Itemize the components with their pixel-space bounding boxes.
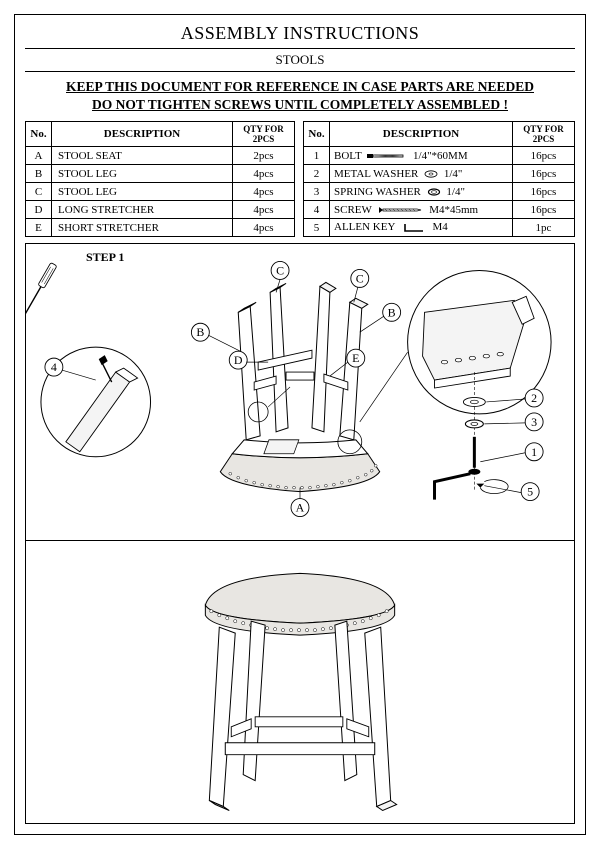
svg-text:A: A: [296, 501, 305, 515]
cell-qty: 4pcs: [233, 201, 295, 219]
hw-spec: 1/4"*60MM: [413, 150, 468, 162]
cell-desc: STOOL LEG: [52, 183, 233, 201]
spring-washer-icon: [427, 187, 441, 197]
col-desc: DESCRIPTION: [52, 122, 233, 147]
bolt-icon: [367, 152, 407, 160]
cell-desc: STOOL LEG: [52, 165, 233, 183]
cell-qty: 16pcs: [513, 147, 575, 165]
cell-desc: SPRING WASHER 1/4": [330, 183, 513, 201]
hw-name: ALLEN KEY: [334, 221, 395, 233]
svg-text:3: 3: [531, 415, 537, 429]
cell-no: E: [26, 219, 52, 237]
table-row: 2 METAL WASHER 1/4" 16pcs: [304, 165, 575, 183]
parts-table: No. DESCRIPTION QTY FOR 2PCS A STOOL SEA…: [25, 121, 295, 237]
warning-line-1: KEEP THIS DOCUMENT FOR REFERENCE IN CASE…: [66, 79, 534, 94]
cell-desc: SHORT STRETCHER: [52, 219, 233, 237]
svg-text:1: 1: [531, 445, 537, 459]
cell-no: 4: [304, 201, 330, 219]
screw-icon: [377, 206, 423, 214]
cell-qty: 16pcs: [513, 201, 575, 219]
page-subtitle: STOOLS: [25, 49, 575, 72]
col-desc: DESCRIPTION: [330, 122, 513, 147]
hw-name: METAL WASHER: [334, 168, 418, 180]
assembly-diagram: 4: [26, 244, 574, 540]
svg-text:B: B: [196, 325, 204, 339]
washer-icon: [424, 169, 438, 179]
hw-spec: M4*45mm: [429, 204, 478, 216]
finished-diagram-panel: [25, 541, 575, 824]
table-header-row: No. DESCRIPTION QTY FOR 2PCS: [304, 122, 575, 147]
table-row: 1 BOLT 1/4"*60MM 16pcs: [304, 147, 575, 165]
page-title: ASSEMBLY INSTRUCTIONS: [25, 21, 575, 49]
hw-name: SCREW: [334, 204, 372, 216]
col-qty: QTY FOR 2PCS: [233, 122, 295, 147]
table-row: E SHORT STRETCHER 4pcs: [26, 219, 295, 237]
svg-text:5: 5: [527, 485, 533, 499]
cell-no: D: [26, 201, 52, 219]
table-row: D LONG STRETCHER 4pcs: [26, 201, 295, 219]
table-row: 4 SCREW M4*45mm 16pcs: [304, 201, 575, 219]
svg-text:B: B: [388, 305, 396, 319]
table-row: 5 ALLEN KEY M4 1pc: [304, 219, 575, 237]
col-qty: QTY FOR 2PCS: [513, 122, 575, 147]
cell-desc: SCREW M4*45mm: [330, 201, 513, 219]
cell-no: 1: [304, 147, 330, 165]
table-row: A STOOL SEAT 2pcs: [26, 147, 295, 165]
table-header-row: No. DESCRIPTION QTY FOR 2PCS: [26, 122, 295, 147]
diagram-panels: STEP 1: [25, 243, 575, 824]
cell-qty: 4pcs: [233, 219, 295, 237]
cell-qty: 16pcs: [513, 183, 575, 201]
cell-qty: 4pcs: [233, 165, 295, 183]
cell-qty: 1pc: [513, 219, 575, 237]
svg-text:E: E: [352, 351, 359, 365]
cell-no: 3: [304, 183, 330, 201]
table-row: C STOOL LEG 4pcs: [26, 183, 295, 201]
hardware-table: No. DESCRIPTION QTY FOR 2PCS 1 BOLT 1/4"…: [303, 121, 575, 237]
cell-no: C: [26, 183, 52, 201]
hw-spec: 1/4": [444, 168, 463, 180]
finished-stool-diagram: [26, 541, 574, 823]
svg-text:C: C: [356, 271, 364, 285]
svg-text:C: C: [276, 264, 284, 278]
col-no: No.: [26, 122, 52, 147]
tables-row: No. DESCRIPTION QTY FOR 2PCS A STOOL SEA…: [25, 121, 575, 237]
table-row: 3 SPRING WASHER 1/4" 16pcs: [304, 183, 575, 201]
cell-no: 2: [304, 165, 330, 183]
warning-block: KEEP THIS DOCUMENT FOR REFERENCE IN CASE…: [25, 72, 575, 113]
document-frame: ASSEMBLY INSTRUCTIONS STOOLS KEEP THIS D…: [14, 14, 586, 835]
hw-spec: M4: [433, 221, 448, 233]
cell-desc: ALLEN KEY M4: [330, 219, 513, 237]
cell-no: B: [26, 165, 52, 183]
cell-no: 5: [304, 219, 330, 237]
hw-name: SPRING WASHER: [334, 186, 421, 198]
svg-text:4: 4: [51, 360, 57, 374]
allen-key-icon: [401, 222, 427, 234]
cell-qty: 16pcs: [513, 165, 575, 183]
cell-desc: STOOL SEAT: [52, 147, 233, 165]
step-label: STEP 1: [86, 250, 124, 265]
cell-qty: 2pcs: [233, 147, 295, 165]
svg-text:D: D: [234, 353, 243, 367]
hw-name: BOLT: [334, 150, 362, 162]
assembly-diagram-panel: STEP 1: [25, 243, 575, 541]
cell-desc: METAL WASHER 1/4": [330, 165, 513, 183]
cell-qty: 4pcs: [233, 183, 295, 201]
hw-spec: 1/4": [446, 186, 465, 198]
col-no: No.: [304, 122, 330, 147]
svg-text:2: 2: [531, 391, 537, 405]
stool-exploded: B D C C B E A: [191, 262, 400, 517]
warning-line-2: DO NOT TIGHTEN SCREWS UNTIL COMPLETELY A…: [92, 97, 508, 112]
table-row: B STOOL LEG 4pcs: [26, 165, 295, 183]
cell-no: A: [26, 147, 52, 165]
cell-desc: LONG STRETCHER: [52, 201, 233, 219]
detail-screwdriver: 4: [26, 263, 151, 457]
cell-desc: BOLT 1/4"*60MM: [330, 147, 513, 165]
